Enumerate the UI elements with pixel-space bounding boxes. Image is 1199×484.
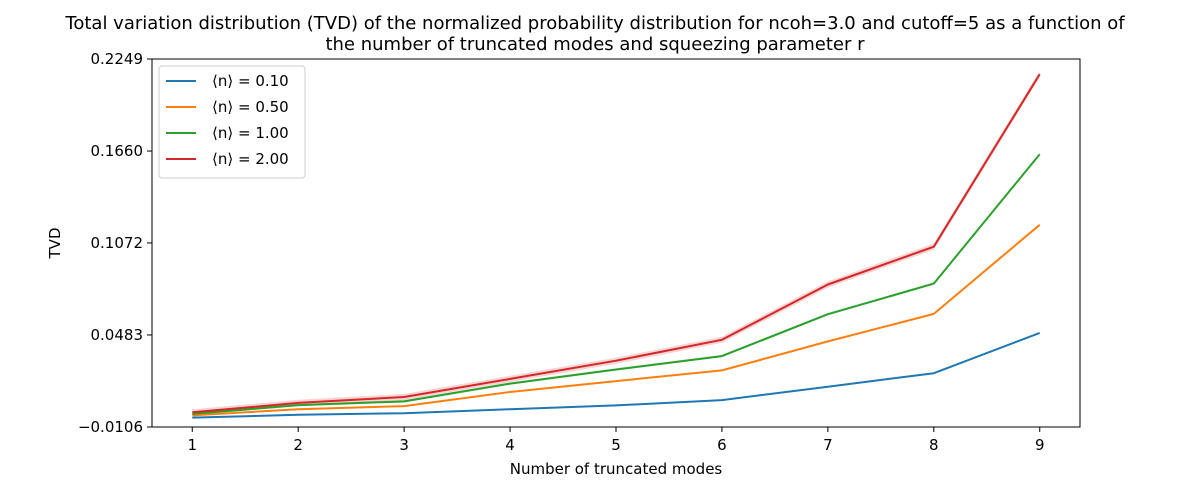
chart-title-line-1: Total variation distribution (TVD) of th… bbox=[64, 13, 1125, 34]
y-tick-label: 0.0483 bbox=[91, 326, 144, 344]
series-line-3 bbox=[192, 73, 1041, 414]
x-axis-label: Number of truncated modes bbox=[510, 460, 723, 478]
legend-box bbox=[158, 65, 306, 179]
y-tick-label: −0.0106 bbox=[78, 418, 143, 436]
x-tick-label: 7 bbox=[823, 436, 833, 454]
confidence-bands bbox=[192, 71, 1040, 419]
x-tick-label: 3 bbox=[399, 436, 409, 454]
x-tick-label: 4 bbox=[505, 436, 515, 454]
series-band-3 bbox=[192, 71, 1040, 416]
series-line-1 bbox=[192, 224, 1041, 417]
series-line-0 bbox=[192, 331, 1041, 419]
x-tick-label: 5 bbox=[611, 436, 621, 454]
legend-label-3: ⟨n⟩ = 2.00 bbox=[212, 150, 289, 168]
y-tick-label: 0.1660 bbox=[91, 142, 144, 160]
y-tick-label: 0.1072 bbox=[91, 234, 144, 252]
x-tick-label: 2 bbox=[293, 436, 303, 454]
series-line-2 bbox=[192, 153, 1041, 415]
x-tick-label: 1 bbox=[187, 436, 197, 454]
x-axis-ticks: 1 2 3 4 5 6 7 8 9 bbox=[187, 427, 1045, 454]
legend-label-1: ⟨n⟩ = 0.50 bbox=[212, 98, 289, 116]
x-tick-label: 9 bbox=[1035, 436, 1045, 454]
legend-label-2: ⟨n⟩ = 1.00 bbox=[212, 124, 289, 142]
x-tick-label: 8 bbox=[929, 436, 939, 454]
series-lines bbox=[192, 73, 1041, 419]
x-tick-label: 6 bbox=[717, 436, 727, 454]
y-axis-label: TVD bbox=[46, 228, 64, 260]
legend-label-0: ⟨n⟩ = 0.10 bbox=[212, 72, 289, 90]
y-axis-ticks: −0.0106 0.0483 0.1072 0.1660 0.2249 bbox=[78, 50, 152, 436]
chart-title-line-2: the number of truncated modes and squeez… bbox=[325, 34, 865, 55]
y-tick-label: 0.2249 bbox=[91, 50, 144, 68]
legend: ⟨n⟩ = 0.10 ⟨n⟩ = 0.50 ⟨n⟩ = 1.00 ⟨n⟩ = 2.00 bbox=[158, 65, 306, 179]
